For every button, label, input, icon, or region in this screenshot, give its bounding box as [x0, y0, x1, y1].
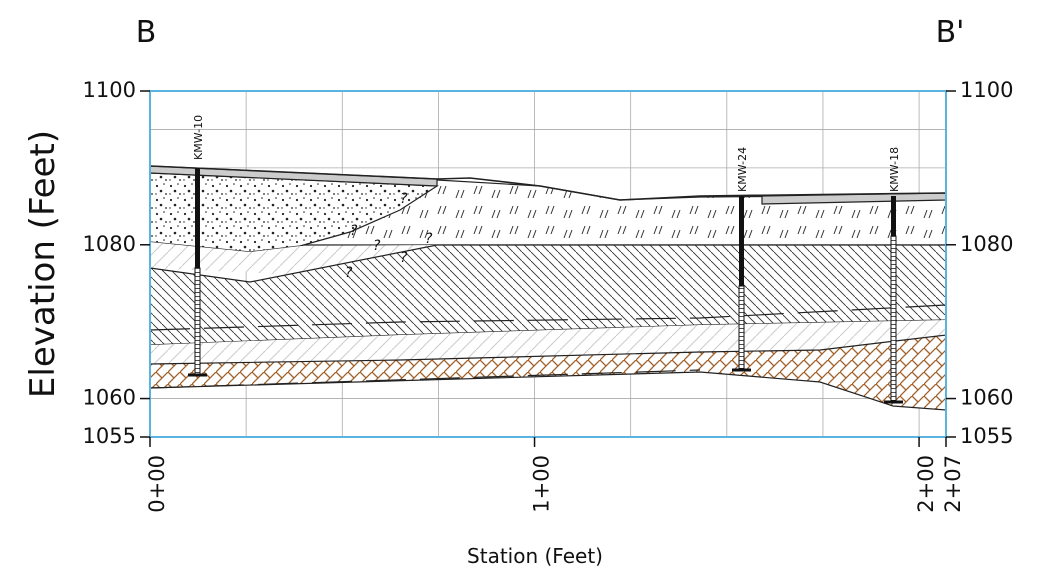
y-tick-label: 1100 [83, 78, 136, 102]
sand-lens [150, 320, 946, 364]
x-tick-label: 2+07 [941, 455, 965, 513]
well-screen [738, 285, 745, 371]
y-axis-title: Elevation (Feet) [23, 130, 63, 398]
well-casing [195, 168, 200, 268]
uncertain-contacts: ? ? ? ? ? ? [345, 191, 433, 281]
well-label: KMW-18 [888, 147, 901, 192]
y-tick-label: 1060 [83, 386, 136, 410]
question-mark: ? [345, 265, 353, 281]
question-mark: ? [425, 231, 433, 247]
section-end-label: B' [936, 15, 965, 50]
ground-surface [149, 165, 947, 201]
y-tick-label: 1055 [83, 424, 136, 448]
well-casing [891, 196, 896, 236]
question-mark: ? [373, 238, 381, 254]
x-tick-label: 1+00 [530, 455, 554, 513]
x-axis-title: Station (Feet) [467, 544, 603, 568]
x-tick-label: 2+00 [914, 455, 938, 513]
wells: KMW-10 KMW-24 KMW-18 [188, 115, 903, 404]
well-screen [890, 235, 897, 403]
y-tick-label: 1100 [960, 78, 1013, 102]
y-tick-label: 1055 [960, 424, 1013, 448]
section-start-label: B [136, 15, 157, 50]
question-mark: ? [350, 223, 358, 239]
question-mark: ? [400, 191, 408, 207]
well-casing [739, 196, 744, 286]
x-tick-label: 0+00 [145, 455, 169, 513]
plot-frame [149, 90, 947, 438]
geology [149, 165, 947, 411]
well-label: KMW-24 [736, 147, 749, 192]
ticks: 1100 1100 1080 1080 1060 1060 1055 1055 0+00 1+00… [83, 78, 1014, 513]
silt-layer [150, 242, 437, 275]
well-label: KMW-10 [192, 115, 205, 160]
y-tick-label: 1080 [83, 232, 136, 256]
well-screen [194, 267, 201, 376]
question-mark: ? [400, 250, 408, 266]
y-tick-label: 1060 [960, 386, 1013, 410]
contact-line [149, 304, 947, 389]
y-tick-label: 1080 [960, 232, 1013, 256]
